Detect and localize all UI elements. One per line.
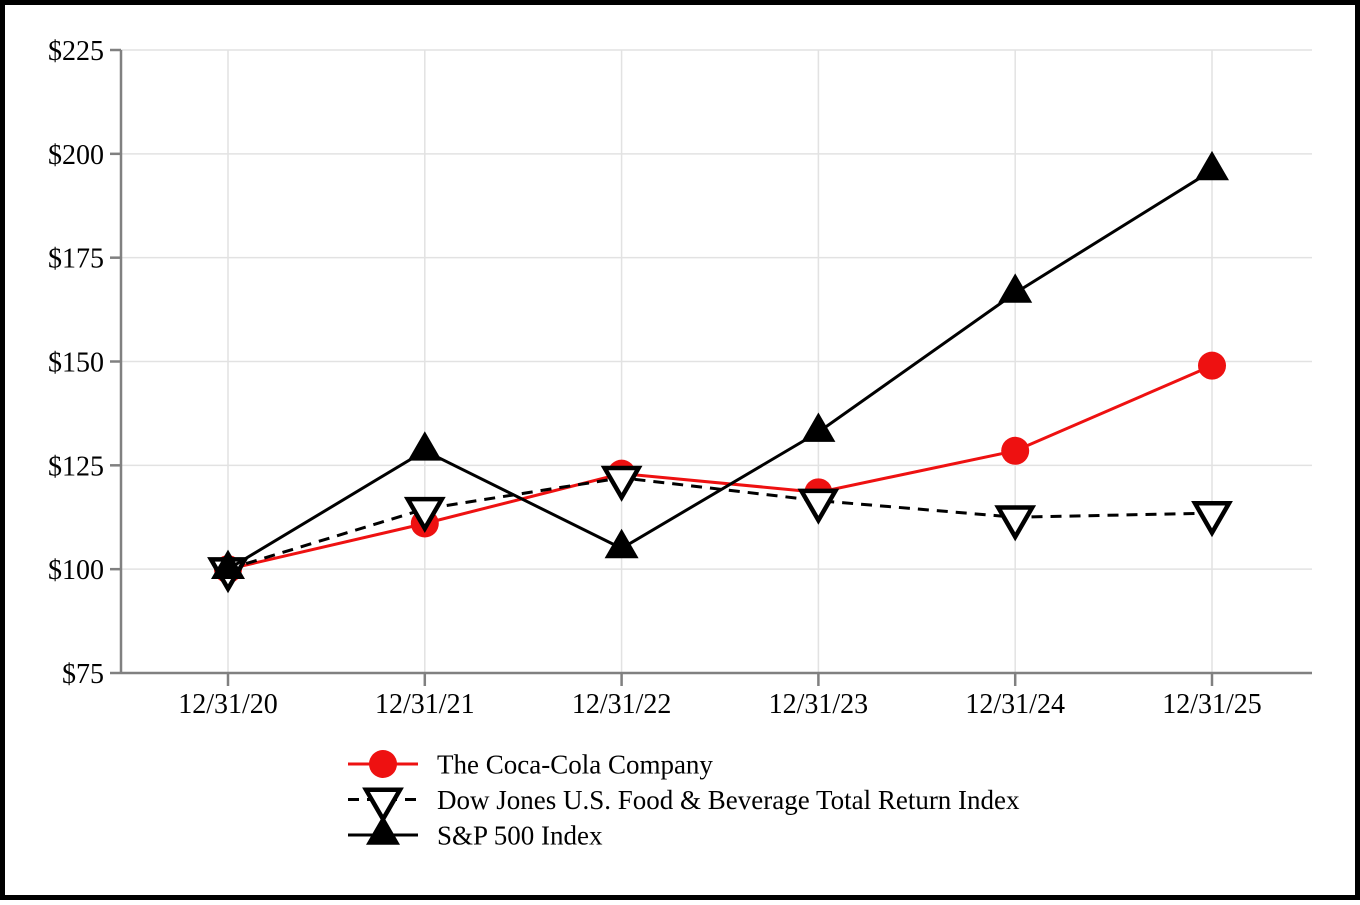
y-tick-label: $200: [48, 140, 104, 171]
coca-cola-data-point-icon: [1001, 436, 1030, 465]
x-tick-label: 12/31/21: [375, 689, 475, 720]
triangle-down-icon: [362, 787, 404, 824]
triangle-down-icon: [994, 505, 1037, 542]
series-line: [227, 169, 1213, 571]
coca-cola-data-point-icon: [1198, 351, 1226, 380]
coca-cola-data-point-icon: [369, 750, 397, 778]
y-tick-label: $125: [48, 451, 104, 482]
triangle-up-icon: [1195, 150, 1229, 181]
legend-item: Dow Jones U.S. Food & Beverage Total Ret…: [348, 785, 1020, 824]
y-tick-label: $100: [48, 555, 104, 586]
triangle-down-icon: [1191, 501, 1233, 538]
legend-label: Dow Jones U.S. Food & Beverage Total Ret…: [437, 785, 1020, 815]
series-sp500: [211, 150, 1229, 579]
legend-item: The Coca-Cola Company: [348, 750, 713, 780]
legend-label: S&P 500 Index: [437, 821, 603, 851]
triangle-up-icon: [366, 815, 400, 845]
x-tick-label: 12/31/24: [965, 689, 1065, 720]
legend-item: S&P 500 Index: [348, 815, 603, 851]
triangle-down-icon: [797, 488, 840, 525]
legend: The Coca-Cola Company Dow Jones U.S. Food…: [348, 750, 1020, 851]
triangle-up-icon: [801, 412, 836, 442]
triangle-up-icon: [998, 273, 1033, 303]
x-tick-label: 12/31/23: [769, 689, 869, 720]
x-tick-label: 12/31/20: [178, 689, 278, 720]
y-tick-label: $225: [48, 36, 104, 67]
triangle-up-icon: [407, 431, 442, 461]
triangle-up-icon: [604, 528, 639, 559]
y-tick-label: $175: [48, 244, 104, 275]
gridlines: [121, 49, 1312, 674]
y-tick-label: $75: [62, 659, 104, 690]
triangle-down-icon: [403, 496, 446, 534]
triangle-up-icon: [211, 549, 245, 579]
x-tick-label: 12/31/25: [1162, 689, 1262, 720]
triangle-down-icon: [600, 465, 643, 502]
series-coca-cola: [214, 351, 1226, 584]
series-line: [227, 364, 1213, 571]
legend-label: The Coca-Cola Company: [437, 750, 713, 780]
x-tick-label: 12/31/22: [572, 689, 672, 720]
y-tick-label: $150: [48, 348, 104, 379]
